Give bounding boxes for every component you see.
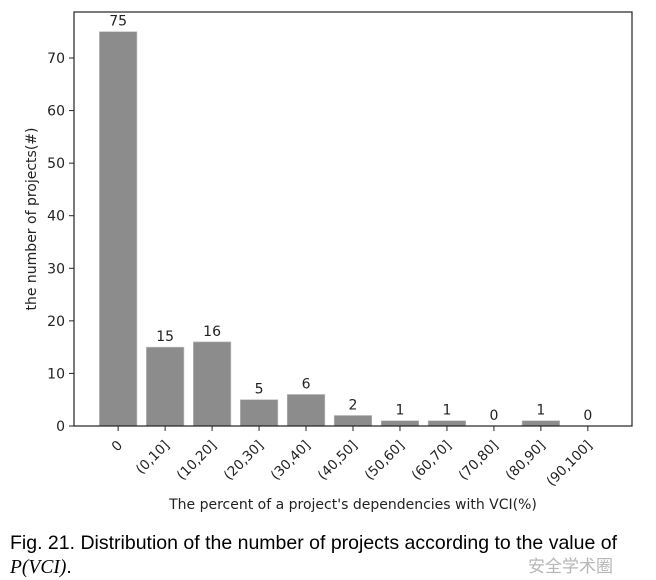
bar [380, 420, 420, 427]
figure-caption: Fig. 21. Distribution of the number of p… [10, 531, 650, 580]
data-label: 6 [302, 376, 311, 392]
x-axis-label: The percent of a project's dependencies … [168, 497, 537, 513]
y-tick-label: 10 [47, 366, 65, 382]
data-label: 2 [349, 397, 358, 413]
y-tick-label: 0 [56, 419, 65, 435]
data-label: 15 [156, 329, 174, 345]
x-tick-label: (20,30] [221, 438, 267, 484]
y-tick-label: 70 [47, 51, 65, 67]
data-label: 1 [396, 403, 405, 419]
y-tick-label: 30 [47, 261, 65, 277]
x-tick-label: 0 [109, 438, 126, 455]
data-label: 1 [442, 403, 451, 419]
caption-math: P(VCI) [10, 557, 67, 578]
data-label: 0 [583, 408, 592, 424]
y-tick-label: 60 [47, 104, 65, 120]
bar [239, 399, 279, 427]
caption-text: Fig. 21. Distribution of the number of p… [10, 532, 617, 554]
bar [146, 346, 185, 427]
x-tick-label: (40,50] [315, 438, 361, 484]
y-tick-label: 50 [47, 156, 65, 172]
x-tick-label: (10,20] [174, 438, 220, 484]
data-label: 1 [536, 403, 545, 419]
x-tick-label: (0,10] [133, 438, 173, 478]
data-label: 5 [255, 382, 264, 398]
x-tick-label: (50,60] [362, 438, 408, 484]
x-tick-label: (30,40] [268, 438, 314, 484]
watermark: 安全学术圈 [528, 557, 613, 577]
y-tick-label: 40 [47, 209, 65, 225]
x-tick-label: (90,100] [544, 438, 596, 490]
bar [521, 420, 560, 427]
plot-frame [73, 11, 633, 427]
bar [333, 415, 373, 427]
y-tick-label: 20 [47, 314, 65, 330]
caption-suffix: . [66, 556, 72, 578]
bar [286, 394, 326, 427]
bar [427, 420, 467, 427]
x-tick-label: (70,80] [456, 438, 502, 484]
bar-chart: 75 0 15 (0,10] 16 (10,20] 5 (20,30] 6 (30,40] 2 (40… [24, 11, 633, 513]
data-label: 16 [203, 324, 221, 340]
x-tick-label: (60,70] [409, 438, 455, 484]
data-label: 75 [109, 14, 127, 30]
bar [193, 341, 232, 427]
bar [99, 31, 138, 427]
data-label: 0 [489, 408, 498, 424]
x-tick-label: (80,90] [503, 438, 549, 484]
y-axis-label: the number of projects(#) [24, 128, 40, 311]
